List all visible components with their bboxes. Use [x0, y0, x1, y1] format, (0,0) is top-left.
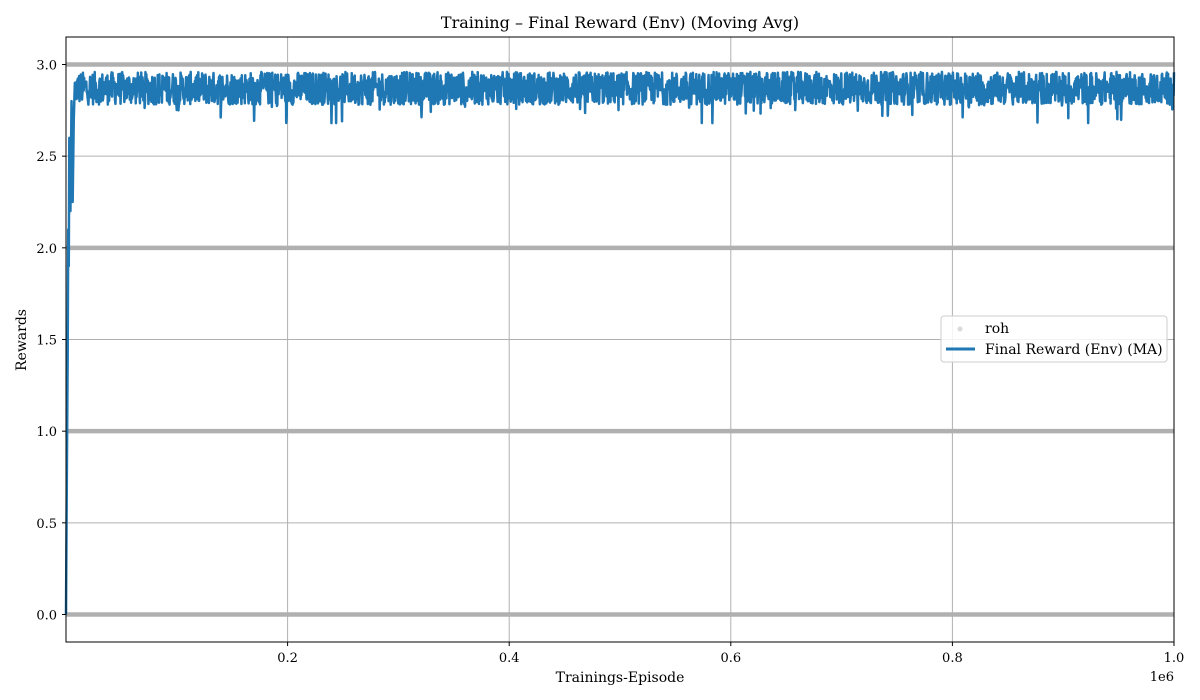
x-scale-label: 1e6: [1150, 670, 1174, 685]
y-tick-label: 0.0: [36, 609, 57, 624]
legend-box: [940, 315, 1168, 363]
x-tick-label: 1.0: [1164, 651, 1185, 666]
x-tick-label: 0.6: [720, 651, 741, 666]
x-tick-label: 0.4: [499, 651, 520, 666]
y-tick-label: 1.5: [36, 334, 57, 349]
legend: roh Final Reward (Env) (MA): [940, 315, 1168, 363]
ma-line: [64, 70, 1176, 615]
y-tick-label: 2.0: [36, 242, 57, 257]
y-tick-label: 1.0: [36, 425, 57, 440]
y-axis-ticks: 0.0 0.5 1.0 1.5 2.0 2.5 3.0: [36, 59, 66, 624]
y-tick-label: 2.5: [36, 150, 57, 165]
roh-scatter: [66, 62, 1174, 617]
ma-series-line: [64, 70, 1176, 615]
legend-marker-roh: [957, 326, 963, 332]
x-tick-label: 0.8: [942, 651, 963, 666]
x-tick-label: 0.2: [277, 651, 298, 666]
y-tick-label: 3.0: [36, 59, 57, 74]
x-axis-ticks: 0.2 0.4 0.6 0.8 1.0: [277, 642, 1184, 666]
y-tick-label: 0.5: [36, 517, 57, 532]
legend-label-ma: Final Reward (Env) (MA): [985, 342, 1163, 358]
chart-title: Training – Final Reward (Env) (Moving Av…: [441, 13, 799, 32]
legend-label-roh: roh: [985, 321, 1009, 337]
y-axis-label: Rewards: [14, 309, 30, 371]
x-axis-label: Trainings-Episode: [556, 670, 685, 686]
